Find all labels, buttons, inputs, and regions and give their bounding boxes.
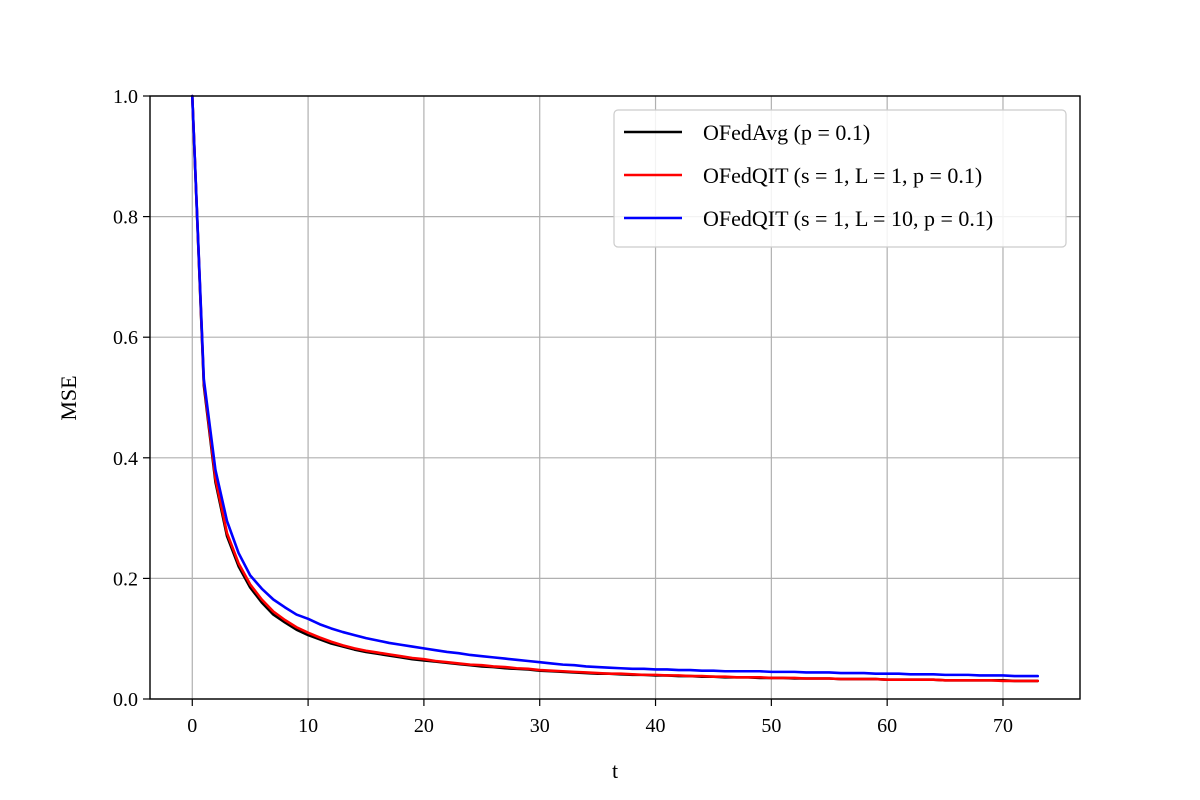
y-tick-label: 0.0 <box>113 689 138 711</box>
x-tick-label: 0 <box>187 715 197 737</box>
legend-label-1: OFedAvg (p = 0.1) <box>703 120 870 145</box>
legend-label-2: OFedQIT (s = 1, L = 1, p = 0.1) <box>703 163 982 188</box>
series-lines <box>190 94 1040 683</box>
x-tick-label: 70 <box>993 715 1013 737</box>
x-tick-label: 30 <box>530 715 550 737</box>
y-axis-ticks: 0.0 0.2 0.4 0.6 0.8 1.0 <box>113 86 150 711</box>
legend: OFedAvg (p = 0.1) OFedQIT (s = 1, L = 1, … <box>613 109 1067 248</box>
series-line-2 <box>190 94 1040 683</box>
series-line-3 <box>190 94 1040 678</box>
y-tick-label: 1.0 <box>113 86 138 108</box>
plot-frame <box>149 95 1081 700</box>
x-tick-label: 10 <box>298 715 318 737</box>
x-tick-label: 40 <box>646 715 666 737</box>
y-tick-label: 0.8 <box>113 207 138 229</box>
legend-label-3: OFedQIT (s = 1, L = 10, p = 0.1) <box>703 206 993 231</box>
x-axis-ticks: 0 10 20 30 40 50 60 70 <box>187 699 1013 737</box>
y-tick-label: 0.4 <box>113 448 138 470</box>
legend-box <box>613 109 1067 248</box>
y-tick-label: 0.6 <box>113 327 138 349</box>
x-tick-label: 20 <box>414 715 434 737</box>
y-axis-label: MSE <box>56 375 81 420</box>
x-tick-label: 50 <box>761 715 781 737</box>
y-tick-label: 0.2 <box>113 568 138 590</box>
x-axis-label: t <box>612 758 618 783</box>
x-tick-label: 60 <box>877 715 897 737</box>
